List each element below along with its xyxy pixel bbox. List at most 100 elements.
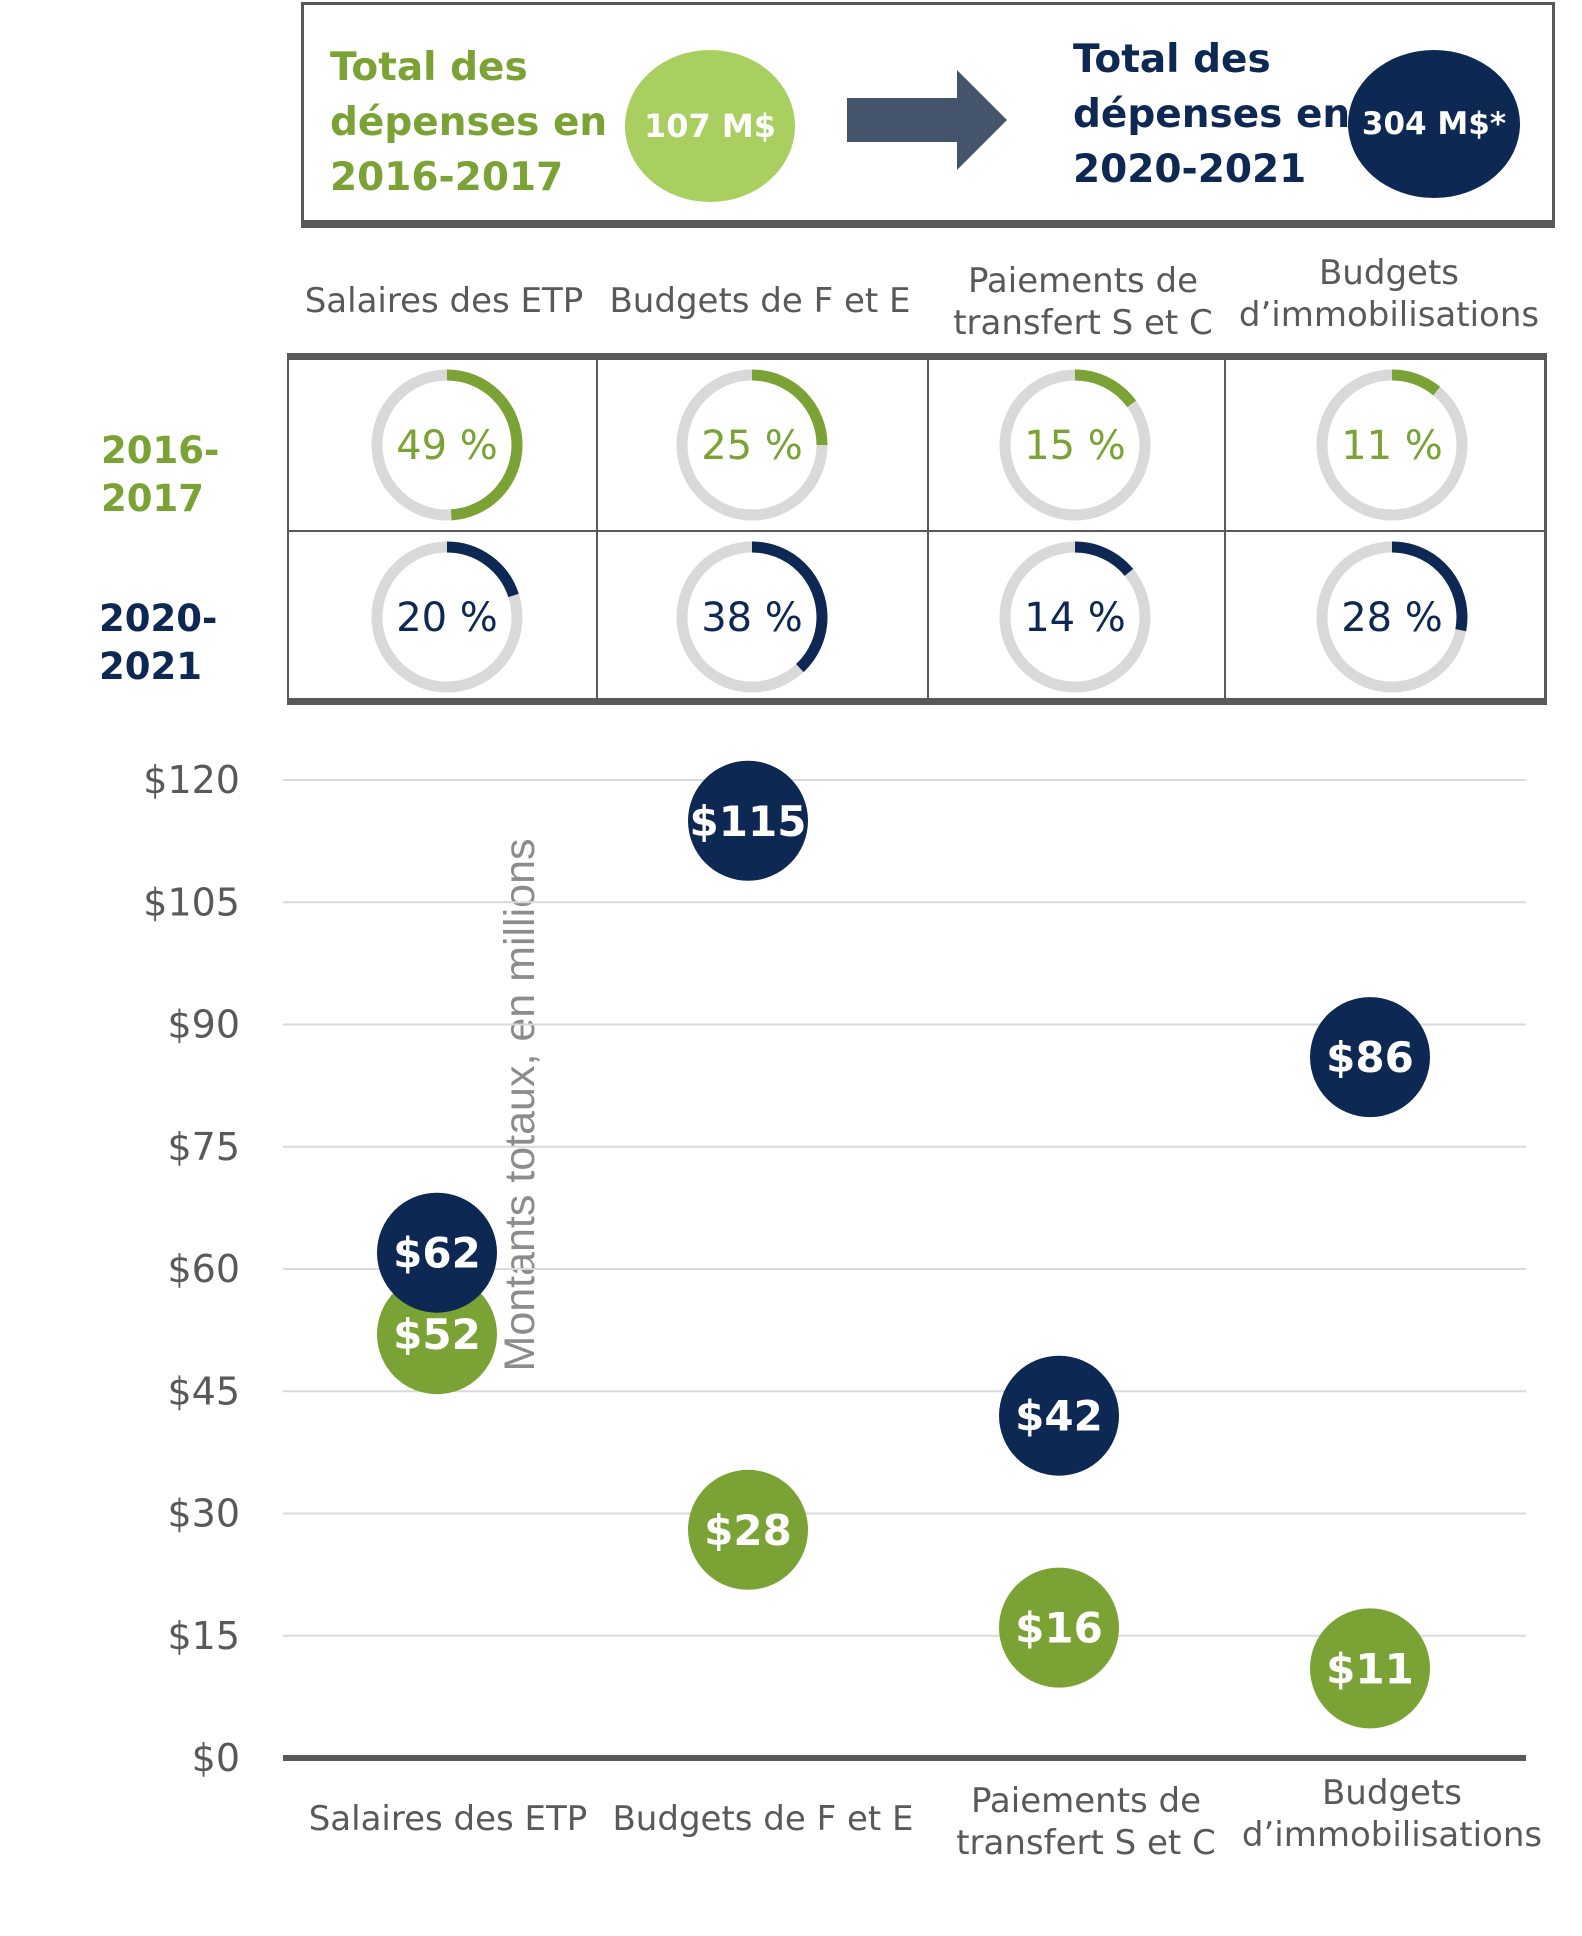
header-line: d’immobilisations (1238, 295, 1540, 335)
share-donuts: 49 % 25 % 15 % 11 % 20 % 38 % 14 % 28 % (371, 369, 1468, 693)
y-tick-label: $45 (167, 1369, 240, 1413)
header-line: Paiements de (967, 261, 1199, 301)
year-line: 2020- (99, 597, 218, 640)
donut-arc (371, 369, 523, 521)
y-tick-label: $75 (167, 1125, 240, 1169)
summary-box (301, 2, 1555, 228)
y-tick-label: $15 (167, 1614, 240, 1658)
category-header-capital-budgets: Budgets d’immobilisations (1224, 252, 1554, 336)
donut-arc (999, 541, 1151, 693)
share-donut: 28 % (1316, 541, 1468, 693)
share-donut: 38 % (676, 541, 828, 693)
data-point: $86 (1310, 997, 1430, 1118)
point-label: $86 (1326, 1033, 1414, 1082)
label-line: Total des (1073, 37, 1271, 82)
share-donut: 14 % (999, 541, 1151, 693)
share-donut: 15 % (999, 369, 1151, 521)
label-line: dépenses en (330, 100, 608, 145)
share-table (287, 353, 1547, 705)
y-tick-label: $105 (143, 880, 240, 924)
total-2020-2021-label: Total des dépenses en 2020-2021 (1073, 32, 1373, 197)
y-tick-label: $90 (167, 1003, 240, 1047)
donut-label: 28 % (1341, 595, 1443, 641)
share-donut: 11 % (1316, 369, 1468, 521)
tick-line: Budgets de F et E (612, 1799, 914, 1839)
label-line: Total des (330, 45, 528, 90)
tick-line: Salaires des ETP (308, 1799, 588, 1839)
data-point: $28 (688, 1469, 808, 1590)
total-2020-2021-bubble: 304 M$* (1348, 50, 1520, 198)
x-tick-capital-budgets: Budgets d’immobilisations (1227, 1772, 1557, 1856)
x-tick-transfer-payments: Paiements de transfert S et C (921, 1780, 1251, 1864)
label-line: 2020-2021 (1073, 147, 1307, 192)
point-bubble (999, 1567, 1119, 1688)
category-header-transfer-payments: Paiements de transfert S et C (918, 260, 1248, 344)
header-line: Budgets de F et E (609, 281, 911, 321)
point-bubble (1310, 1608, 1430, 1729)
donut-label: 25 % (701, 423, 803, 469)
point-bubble (688, 1469, 808, 1590)
tick-line: transfert S et C (956, 1823, 1216, 1863)
data-point: $16 (999, 1567, 1119, 1688)
data-point: $42 (999, 1355, 1119, 1476)
total-2016-2017-label: Total des dépenses en 2016-2017 (330, 40, 630, 205)
y-tick-label: $120 (143, 758, 240, 802)
data-point: $115 (688, 760, 808, 881)
table-divider (927, 360, 929, 698)
donut-arc (676, 541, 828, 693)
donut-arc (1316, 369, 1468, 521)
donut-label: 38 % (701, 595, 803, 641)
y-tick-label: $30 (167, 1492, 240, 1536)
point-bubble (377, 1192, 497, 1313)
share-donut: 20 % (371, 541, 523, 693)
point-label: $115 (690, 797, 807, 846)
donut-arc (1316, 541, 1468, 693)
donut-label: 11 % (1341, 423, 1443, 469)
donut-arc (999, 369, 1151, 521)
point-bubble (688, 760, 808, 881)
point-label: $62 (393, 1229, 481, 1278)
row-label-2020-2021: 2020- 2021 (99, 595, 217, 691)
share-donut: 25 % (676, 369, 828, 521)
x-tick-om-budgets: Budgets de F et E (598, 1798, 928, 1840)
category-header-salaries: Salaires des ETP (279, 280, 609, 322)
header-line: Budgets (1318, 253, 1459, 293)
scatter-chart: $0 $15 $30 $45 $60 $75 $90 $105 $120 $52 $28 $16 $11… (143, 758, 1526, 1780)
y-tick-label: $0 (192, 1736, 240, 1780)
donut-arc (676, 369, 828, 521)
year-line: 2016- (101, 429, 220, 472)
label-line: 2016-2017 (330, 155, 564, 200)
arrow-right-icon (847, 70, 1007, 170)
point-bubble (1310, 997, 1430, 1118)
donut-label: 49 % (396, 423, 498, 469)
data-point: $62 (377, 1192, 497, 1313)
tick-line: Budgets (1321, 1773, 1462, 1813)
x-tick-salaries: Salaires des ETP (283, 1798, 613, 1840)
header-line: Salaires des ETP (304, 281, 584, 321)
table-divider (596, 360, 598, 698)
point-label: $52 (393, 1310, 481, 1359)
row-label-2016-2017: 2016- 2017 (101, 427, 219, 523)
table-divider (289, 530, 1544, 532)
donut-arc (371, 541, 523, 693)
tick-line: d’immobilisations (1241, 1815, 1543, 1855)
point-label: $28 (704, 1506, 792, 1555)
point-label: $11 (1326, 1644, 1414, 1693)
label-line: dépenses en (1073, 92, 1351, 137)
point-label: $42 (1015, 1392, 1103, 1441)
share-donut: 49 % (371, 369, 523, 521)
donut-label: 14 % (1024, 595, 1126, 641)
year-line: 2017 (101, 477, 204, 520)
table-divider (1224, 360, 1226, 698)
donut-label: 15 % (1024, 423, 1126, 469)
y-tick-label: $60 (167, 1247, 240, 1291)
tick-line: Paiements de (970, 1781, 1202, 1821)
point-bubble (999, 1355, 1119, 1476)
category-header-om-budgets: Budgets de F et E (595, 280, 925, 322)
point-label: $16 (1015, 1604, 1103, 1653)
header-line: transfert S et C (953, 303, 1213, 343)
data-point: $11 (1310, 1608, 1430, 1729)
year-line: 2021 (99, 645, 202, 688)
total-2016-2017-bubble: 107 M$ (625, 50, 795, 202)
donut-label: 20 % (396, 595, 498, 641)
